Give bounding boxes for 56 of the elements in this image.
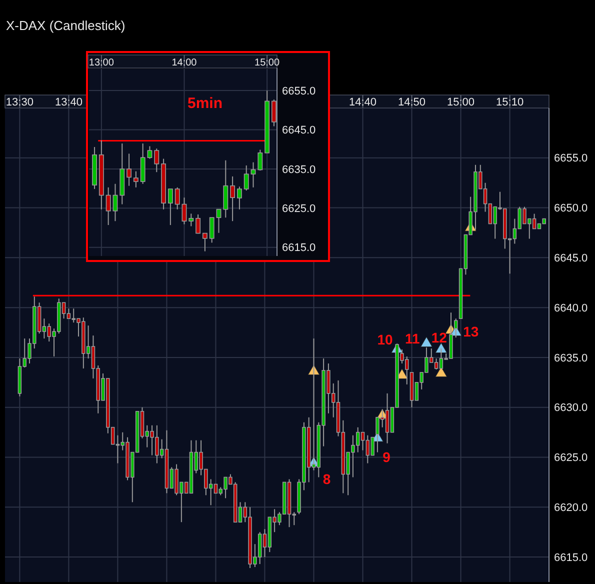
candlestick xyxy=(154,148,160,173)
x-tick-label: 14:00 xyxy=(172,58,198,68)
y-tick-label: 6655.0 xyxy=(554,152,588,165)
candlestick xyxy=(258,149,263,172)
candlestick xyxy=(216,208,222,234)
y-tick-label: 6625.0 xyxy=(282,203,316,216)
y-tick-label: 6635.0 xyxy=(554,352,588,364)
y-tick-label: 6630.0 xyxy=(554,402,588,414)
candlestick xyxy=(223,160,228,218)
x-tick-label: 13:30 xyxy=(6,96,34,108)
y-tick-label: 6640.0 xyxy=(554,302,588,314)
candlestick xyxy=(230,176,236,222)
y-tick-label: 6615.0 xyxy=(554,552,588,564)
candlestick xyxy=(126,153,132,186)
x-tick-label: 15:10 xyxy=(496,96,524,108)
candlestick xyxy=(454,318,458,338)
candlestick xyxy=(244,164,249,192)
candlestick xyxy=(250,162,256,188)
point xyxy=(435,342,448,353)
candlestick xyxy=(271,99,276,127)
x-tick-label: 15:00 xyxy=(254,58,280,68)
candlestick xyxy=(174,186,180,210)
candlestick xyxy=(196,214,201,234)
candlestick xyxy=(182,197,187,225)
candlestick xyxy=(112,183,118,222)
y-tick-label: 6635.0 xyxy=(282,164,316,176)
candlestick xyxy=(202,232,208,252)
y-tick-label: 6655.0 xyxy=(282,85,316,98)
x-tick-label: 14:40 xyxy=(349,96,377,108)
candlestick xyxy=(106,186,111,226)
annotation: 12 xyxy=(431,329,448,346)
candlestick xyxy=(147,146,152,160)
x-tick-label: 14:50 xyxy=(398,96,426,108)
candlestick xyxy=(168,188,173,226)
annotation: 13 xyxy=(463,323,479,340)
x-tick-label: 13:00 xyxy=(88,58,114,68)
y-tick-label: 6645.0 xyxy=(554,252,588,265)
annotation: 8 xyxy=(322,471,331,488)
candlestick xyxy=(188,213,194,227)
annotation: 11 xyxy=(405,330,420,346)
y-tick-label: 6645.0 xyxy=(282,124,316,137)
y-tick-label: 6620.0 xyxy=(554,502,588,514)
x-tick-label: 15:00 xyxy=(447,96,475,108)
y-tick-label: 6625.0 xyxy=(554,452,588,464)
candlestick xyxy=(209,217,214,244)
candlestick xyxy=(133,170,138,188)
y-tick-label: 6650.0 xyxy=(554,202,588,215)
text: 5min xyxy=(187,95,223,112)
y-tick-label: 6615.0 xyxy=(282,242,316,254)
candlestick xyxy=(140,142,146,184)
candlestick xyxy=(236,186,242,210)
x-tick-label: 13:40 xyxy=(54,96,82,108)
annotation: 9 xyxy=(382,449,391,466)
point xyxy=(420,336,432,348)
chart-title: X-DAX (Candlestick) xyxy=(6,18,126,33)
annotation: 10 xyxy=(377,331,394,348)
